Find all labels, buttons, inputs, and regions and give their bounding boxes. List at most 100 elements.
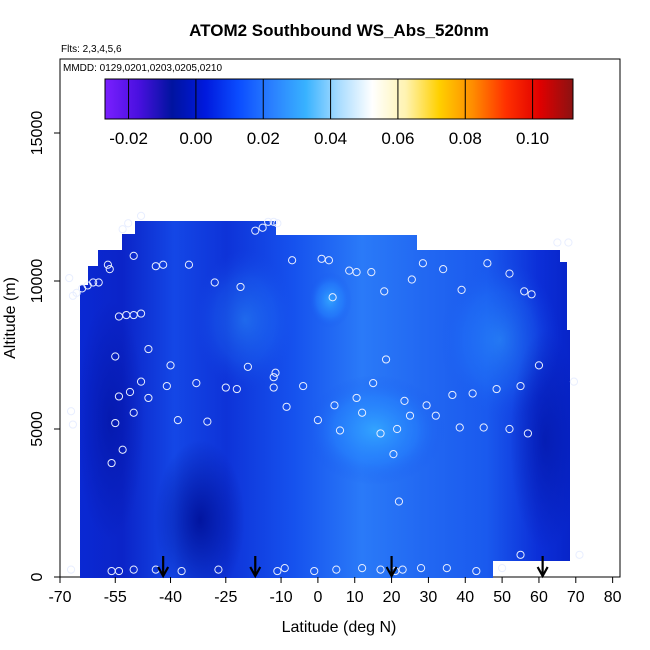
observation-point bbox=[221, 383, 230, 392]
x-tick-label: -25 bbox=[214, 589, 237, 606]
profile-arrow bbox=[157, 556, 170, 579]
y-tick-label: 5000 bbox=[29, 411, 46, 447]
observation-point bbox=[381, 355, 391, 364]
observation-point bbox=[136, 211, 146, 220]
observation-point bbox=[65, 273, 74, 283]
observation-point bbox=[282, 402, 291, 411]
heatmap-field bbox=[80, 221, 570, 578]
observation-point bbox=[442, 564, 451, 573]
x-tick-label: -70 bbox=[48, 589, 71, 606]
observation-point bbox=[416, 564, 426, 573]
observation-point bbox=[273, 219, 282, 228]
chart-title: ATOM2 Southbound WS_Abs_520nm bbox=[189, 21, 489, 40]
observation-point bbox=[124, 219, 133, 228]
observation-point bbox=[66, 565, 76, 574]
observation-point bbox=[439, 265, 448, 274]
observation-point bbox=[144, 344, 153, 354]
colorbar-tick-label: 0.00 bbox=[179, 129, 212, 148]
observation-point bbox=[313, 416, 322, 425]
observation-point bbox=[251, 226, 260, 235]
observation-point bbox=[422, 401, 431, 410]
y-tick-label: 15000 bbox=[29, 111, 46, 156]
observation-point bbox=[400, 396, 409, 405]
observation-point bbox=[299, 381, 308, 391]
observation-point bbox=[114, 392, 124, 401]
observation-point bbox=[483, 259, 492, 268]
observation-point bbox=[136, 309, 146, 318]
observation-point bbox=[498, 564, 507, 573]
observation-point bbox=[166, 361, 175, 370]
observation-point bbox=[523, 429, 532, 438]
observation-point bbox=[564, 238, 573, 247]
observation-point bbox=[236, 282, 245, 292]
observation-point bbox=[72, 288, 81, 297]
observation-point bbox=[159, 260, 168, 269]
observation-point bbox=[380, 287, 389, 296]
colorbar-tick-label: -0.02 bbox=[109, 129, 148, 148]
colorbar-tick-label: 0.04 bbox=[314, 129, 347, 148]
observation-point bbox=[129, 251, 138, 260]
observation-point bbox=[479, 423, 488, 432]
observation-point bbox=[280, 564, 289, 573]
observation-point bbox=[173, 416, 182, 425]
observation-point bbox=[125, 387, 135, 397]
observation-point bbox=[269, 217, 278, 226]
observation-point bbox=[66, 407, 76, 416]
observation-point bbox=[328, 293, 337, 302]
observation-point bbox=[269, 373, 278, 382]
y-tick-label: 0 bbox=[29, 572, 46, 581]
observation-point bbox=[184, 260, 194, 269]
observation-point bbox=[389, 450, 398, 459]
observation-point bbox=[418, 259, 427, 268]
y-axis: 0 5000 10000 15000 bbox=[29, 111, 60, 581]
observation-point bbox=[129, 408, 138, 417]
colorbar-tick-label: 0.08 bbox=[449, 129, 482, 148]
observation-point bbox=[264, 217, 273, 226]
observation-points bbox=[65, 211, 584, 576]
observation-point bbox=[472, 566, 481, 576]
observation-point bbox=[505, 424, 514, 434]
observation-point bbox=[376, 565, 385, 574]
observation-point bbox=[534, 361, 544, 370]
observation-point bbox=[258, 223, 267, 232]
observation-point bbox=[516, 550, 525, 559]
x-tick-label: 30 bbox=[420, 589, 438, 606]
observation-point bbox=[210, 278, 219, 287]
x-axis-label: Latitude (deg N) bbox=[282, 619, 397, 636]
observation-point bbox=[492, 384, 501, 394]
observation-point bbox=[273, 566, 282, 576]
x-axis: -70 -55 -40 -25 -10 0 10 20 30 40 50 60 70 80 bbox=[48, 577, 622, 606]
observation-point bbox=[136, 377, 146, 386]
observation-point bbox=[107, 458, 116, 468]
observation-point bbox=[393, 424, 402, 434]
observation-point bbox=[89, 278, 98, 287]
observation-point bbox=[288, 256, 297, 265]
dates-annotation: MMDD: 0129,0201,0203,0205,0210 bbox=[63, 63, 222, 74]
observation-point bbox=[405, 411, 415, 420]
observation-point bbox=[516, 381, 525, 391]
observation-point bbox=[575, 550, 584, 559]
observation-point bbox=[367, 268, 376, 277]
observation-point bbox=[111, 418, 120, 428]
x-tick-label: -40 bbox=[159, 589, 182, 606]
colorbar-tick-label: 0.10 bbox=[516, 129, 549, 148]
colorbar-tick-label: 0.06 bbox=[381, 129, 414, 148]
observation-point bbox=[214, 565, 223, 574]
x-tick-label: 60 bbox=[530, 589, 548, 606]
observation-point bbox=[358, 408, 367, 417]
profile-arrows bbox=[157, 556, 549, 579]
profile-arrow bbox=[249, 556, 262, 579]
observation-point bbox=[407, 275, 416, 284]
observation-point bbox=[324, 256, 334, 265]
observation-point bbox=[457, 285, 466, 294]
observation-point bbox=[332, 565, 341, 574]
y-tick-label: 10000 bbox=[29, 259, 46, 304]
x-tick-label: -55 bbox=[104, 589, 127, 606]
observation-point bbox=[330, 401, 339, 410]
observation-point bbox=[358, 564, 367, 573]
observation-point bbox=[352, 393, 361, 403]
observation-point bbox=[448, 390, 457, 400]
x-tick-label: 80 bbox=[604, 589, 622, 606]
observation-point bbox=[335, 426, 345, 435]
